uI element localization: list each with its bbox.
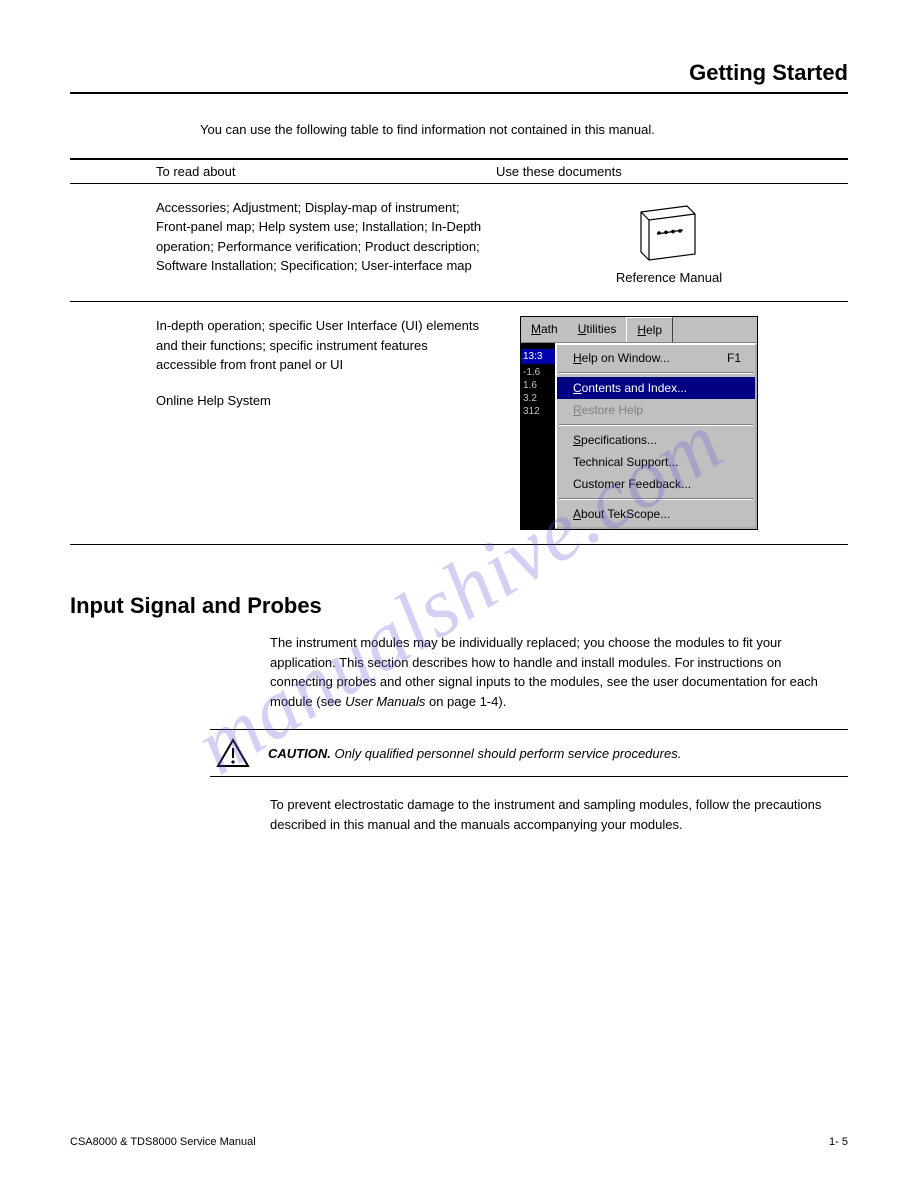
menu-separator	[559, 424, 753, 426]
table-cell-topics: Accessories; Adjustment; Display-map of …	[150, 183, 490, 302]
subheading-input-signal: Input Signal and Probes	[70, 593, 848, 619]
page: Getting Started You can use the followin…	[0, 0, 918, 1188]
menubar-math[interactable]: Math	[521, 317, 568, 342]
menu-item-restore-help[interactable]: Restore Help	[557, 399, 755, 421]
caution-text: CAUTION. Only qualified personnel should…	[268, 746, 681, 761]
section-heading: Getting Started	[70, 60, 848, 86]
caution-block: CAUTION. Only qualified personnel should…	[210, 729, 848, 777]
menu-item-about[interactable]: About TekScope...	[557, 503, 755, 525]
caution-rule-bottom	[210, 776, 848, 777]
menu-body: 13:3 -1.6 1.6 3.2 312 Help on Window... …	[521, 343, 757, 529]
menu-item-specifications[interactable]: Specifications...	[557, 429, 755, 451]
book-icon	[629, 198, 709, 268]
row2-body: In-depth operation; specific User Interf…	[156, 318, 479, 372]
caution-icon	[216, 738, 250, 768]
row2-right-label: Online Help System	[156, 391, 484, 411]
table-row: In-depth operation; specific User Interf…	[70, 302, 848, 545]
intro-paragraph: You can use the following table to find …	[200, 120, 780, 140]
reference-table: To read about Use these documents Access…	[70, 158, 848, 546]
menubar-help[interactable]: Help	[626, 317, 673, 342]
heading-rule	[70, 92, 848, 94]
strip-val: 312	[521, 405, 555, 418]
table-cell-topics: In-depth operation; specific User Interf…	[150, 302, 490, 545]
strip-val: 3.2	[521, 392, 555, 405]
book-label: Reference Manual	[496, 268, 842, 288]
menu-item-help-on-window[interactable]: Help on Window... F1	[557, 347, 755, 369]
menu-item-customer-feedback[interactable]: Customer Feedback...	[557, 473, 755, 495]
table-cell-empty	[70, 183, 150, 302]
accel-f1: F1	[727, 349, 741, 367]
page-footer: CSA8000 & TDS8000 Service Manual 1- 5	[70, 1136, 848, 1148]
table-header-row: To read about Use these documents	[70, 159, 848, 184]
menubar: Math Utilities Help	[521, 317, 757, 343]
table-row: Accessories; Adjustment; Display-map of …	[70, 183, 848, 302]
footer-left: CSA8000 & TDS8000 Service Manual	[70, 1136, 256, 1148]
footer-right: 1- 5	[829, 1136, 848, 1148]
body-paragraph-2: To prevent electrostatic damage to the i…	[270, 795, 830, 834]
menu-separator	[559, 498, 753, 500]
table-header-docs: Use these documents	[490, 159, 848, 184]
help-menu-screenshot: Math Utilities Help 13:3 -1.6 1.6 3.2 31…	[520, 316, 758, 530]
body-paragraph-1: The instrument modules may be individual…	[270, 633, 830, 711]
table-cell-doc: Reference Manual	[490, 183, 848, 302]
table-cell-empty	[70, 302, 150, 545]
table-header-empty	[70, 159, 150, 184]
menu-item-tech-support[interactable]: Technical Support...	[557, 451, 755, 473]
menu-left-strip: 13:3 -1.6 1.6 3.2 312	[521, 343, 555, 529]
menubar-utilities[interactable]: Utilities	[568, 317, 627, 342]
menu-item-contents-index[interactable]: Contents and Index...	[557, 377, 755, 399]
caution-row: CAUTION. Only qualified personnel should…	[210, 730, 848, 776]
strip-val: -1.6	[521, 366, 555, 379]
strip-time: 13:3	[521, 349, 555, 364]
table-cell-menu: Math Utilities Help 13:3 -1.6 1.6 3.2 31…	[490, 302, 848, 545]
menu-separator	[559, 372, 753, 374]
strip-val: 1.6	[521, 379, 555, 392]
table-header-readabout: To read about	[150, 159, 490, 184]
help-dropdown: Help on Window... F1 Contents and Index.…	[555, 343, 757, 529]
